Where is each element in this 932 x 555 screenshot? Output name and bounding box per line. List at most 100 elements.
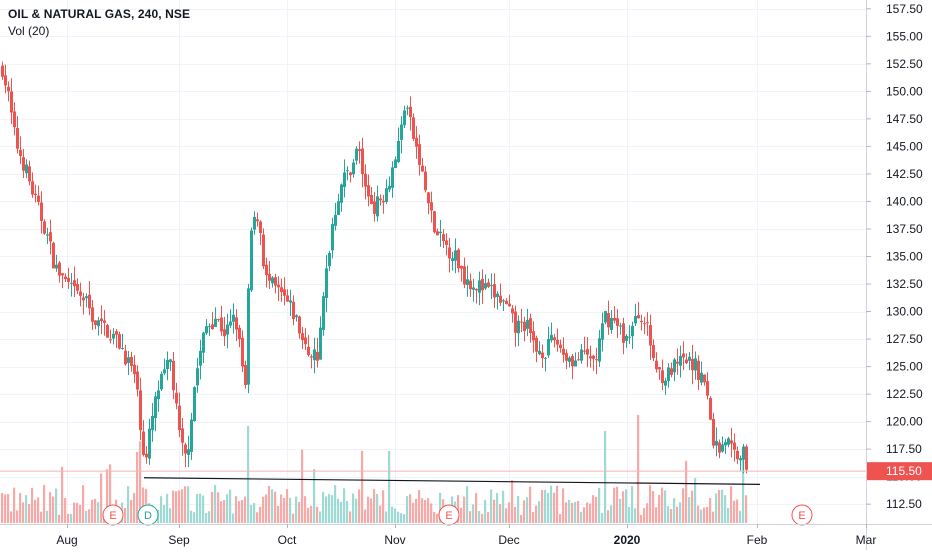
volume-bar <box>655 507 658 523</box>
candle-body <box>85 296 88 299</box>
candle-body <box>445 240 448 245</box>
candle-body <box>619 325 622 327</box>
candle-body <box>259 221 262 234</box>
volume-bar <box>619 498 622 523</box>
volume-bar <box>613 487 616 523</box>
volume-bar <box>421 498 424 523</box>
candle-body <box>496 293 499 297</box>
candle-body <box>607 313 610 328</box>
earnings-marker[interactable]: E <box>791 504 813 526</box>
candle-body <box>478 280 481 293</box>
candle-body <box>625 335 628 341</box>
candle-body <box>157 390 160 400</box>
candle-body <box>706 381 709 396</box>
candle-body <box>424 171 427 191</box>
volume-bar <box>658 495 661 523</box>
candle-body <box>205 326 208 334</box>
volume-bar <box>709 498 712 523</box>
volume-bar <box>1 493 4 523</box>
candle-body <box>13 111 16 128</box>
candle-body <box>100 318 103 322</box>
candle-body <box>76 283 79 291</box>
candle-body <box>184 444 187 454</box>
candle-body <box>679 355 682 366</box>
time-tick-label: Feb <box>747 533 768 547</box>
candle-body <box>139 390 142 431</box>
candle-body <box>403 110 406 126</box>
volume-bar <box>727 508 730 523</box>
volume-bar <box>550 485 553 523</box>
volume-bar <box>64 498 67 523</box>
earnings-marker[interactable]: E <box>102 504 124 526</box>
candle-body <box>55 264 58 269</box>
volume-bar <box>616 486 619 523</box>
candle-body <box>613 317 616 321</box>
candle-body <box>232 314 235 322</box>
last-price-tag-label: 115.50 <box>886 464 922 478</box>
candle-body <box>643 323 646 325</box>
candle-body <box>745 446 748 470</box>
candle-body <box>79 291 82 296</box>
volume-bar <box>397 511 400 523</box>
price-tick-label: 120.00 <box>886 415 923 429</box>
volume-bar <box>370 498 373 523</box>
candle-body <box>703 374 706 383</box>
earnings-marker[interactable]: E <box>438 504 460 526</box>
candle-body <box>412 117 415 139</box>
candle-body <box>262 234 265 267</box>
volume-bar <box>703 507 706 523</box>
candle-body <box>43 221 46 234</box>
candle-body <box>523 321 526 332</box>
volume-bar <box>160 496 163 523</box>
candle-body <box>238 327 241 340</box>
price-tick-label: 135.00 <box>886 249 923 263</box>
volume-bar <box>319 511 322 523</box>
candle-body <box>37 195 40 202</box>
candle-body <box>472 287 475 290</box>
candle-body <box>133 364 136 375</box>
volume-bar <box>184 486 187 523</box>
candle-body <box>358 149 361 152</box>
volume-bar <box>250 504 253 523</box>
volume-bar <box>412 502 415 523</box>
candle-body <box>73 280 76 287</box>
candle-body <box>709 397 712 420</box>
volume-bar <box>277 505 280 523</box>
candle-body <box>511 308 514 314</box>
volume-bar <box>610 505 613 523</box>
candle-body <box>532 331 535 341</box>
volume-bar <box>661 487 664 523</box>
volume-bar <box>388 451 391 523</box>
candle-body <box>565 353 568 361</box>
volume-bar <box>568 500 571 523</box>
volume-bar <box>169 508 172 523</box>
volume-bar <box>22 502 25 523</box>
volume-bar <box>325 496 328 523</box>
volume-bar <box>436 513 439 523</box>
candle-body <box>1 65 4 77</box>
volume-bar <box>514 506 517 523</box>
candle-body <box>439 231 442 234</box>
volume-bar <box>262 496 265 523</box>
candle-body <box>673 359 676 373</box>
candle-body <box>142 431 145 455</box>
volume-bar <box>694 478 697 523</box>
volume-bar <box>589 503 592 523</box>
candle-body <box>559 344 562 349</box>
candle-body <box>169 359 172 363</box>
candle-body <box>715 440 718 446</box>
dividend-marker[interactable]: D <box>137 504 159 526</box>
volume-bar <box>724 495 727 523</box>
volume-bar <box>460 507 463 523</box>
volume-bar <box>424 500 427 523</box>
candle-body <box>214 318 217 327</box>
candle-body <box>646 322 649 324</box>
volume-bar <box>730 486 733 523</box>
volume-bar <box>328 494 331 523</box>
volume-bar <box>226 494 229 523</box>
candle-body <box>586 349 589 355</box>
candle-body <box>562 348 565 355</box>
